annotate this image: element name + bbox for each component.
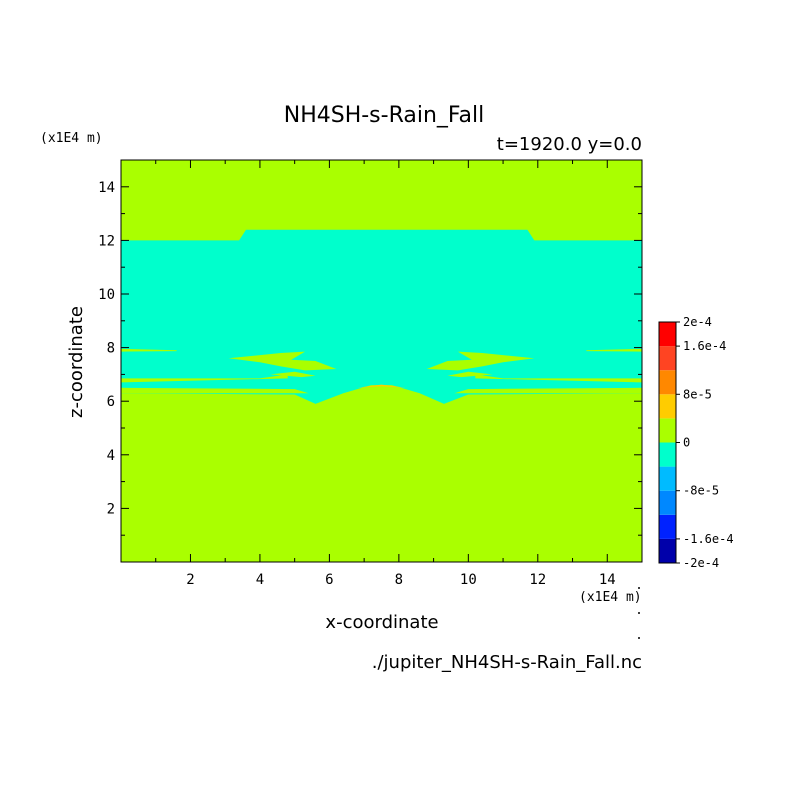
field-lower-band-right xyxy=(454,387,642,394)
y-tick-label: 2 xyxy=(107,501,115,517)
colorbar-segment xyxy=(659,322,676,347)
colorbar-label: -8e-5 xyxy=(683,484,719,498)
field-right-streak xyxy=(586,348,642,352)
chart-title: NH4SH-s-Rain_Fall xyxy=(284,103,485,128)
field-upper-negative-layer xyxy=(121,229,642,404)
colorbar-segment xyxy=(659,394,676,419)
field-positive-cap xyxy=(357,384,406,388)
x-tick-label: 10 xyxy=(460,572,477,588)
chart-subtitle: t=1920.0 y=0.0 xyxy=(497,134,642,155)
colorbar-segment xyxy=(659,370,676,395)
x-axis-label: x-coordinate xyxy=(325,612,438,633)
colorbar-label: -2e-4 xyxy=(683,556,719,570)
field-left-streak xyxy=(121,348,177,352)
colorbar-label: -1.6e-4 xyxy=(683,532,734,546)
marker-dot xyxy=(638,587,640,589)
x-tick-label: 4 xyxy=(256,572,264,588)
y-tick-label: 10 xyxy=(98,287,115,303)
colorbar-segment xyxy=(659,346,676,371)
colorbar-segment xyxy=(659,466,676,491)
marker-dot xyxy=(638,612,640,614)
x-tick-label: 6 xyxy=(325,572,333,588)
colorbar-segment xyxy=(659,538,676,563)
field-left-patches xyxy=(228,351,337,371)
plot-area: 2 4 6 8 10 12 14 2 4 6 8 10 12 14 xyxy=(98,159,643,588)
colorbar-segment xyxy=(659,442,676,467)
colorbar-label: 1.6e-4 xyxy=(683,339,726,353)
colorbar-label: 0 xyxy=(683,436,690,450)
colorbar-segment xyxy=(659,418,676,443)
y-unit-label: (x1E4 m) xyxy=(40,131,103,146)
field-inner-band-upper-right xyxy=(475,374,642,383)
y-tick-label: 8 xyxy=(107,341,115,357)
x-unit-label: (x1E4 m) xyxy=(579,590,642,605)
x-tick-label: 14 xyxy=(599,572,616,588)
y-tick-label: 6 xyxy=(107,394,115,410)
x-tick-label: 2 xyxy=(186,572,194,588)
y-tick-label: 14 xyxy=(98,180,115,196)
colorbar-segment xyxy=(659,514,676,539)
x-tick-label: 12 xyxy=(529,572,546,588)
field-inner-band-upper xyxy=(121,374,288,383)
marker-dot xyxy=(638,637,640,639)
colorbar-segment xyxy=(659,490,676,515)
x-tick-label: 8 xyxy=(395,572,403,588)
y-axis-label: z-coordinate xyxy=(66,306,87,418)
y-tick-label: 12 xyxy=(98,233,115,249)
field-left-patches-2 xyxy=(270,371,316,378)
source-filename: ./jupiter_NH4SH-s-Rain_Fall.nc xyxy=(372,652,642,673)
colorbar: 2e-4 1.6e-4 8e-5 0 -8e-5 -1.6e-4 -2e-4 xyxy=(658,315,734,570)
colorbar-label: 2e-4 xyxy=(683,315,712,329)
y-tick-label: 4 xyxy=(107,448,115,464)
colorbar-label: 8e-5 xyxy=(683,387,712,401)
plot-frame xyxy=(120,159,643,563)
field-right-patches-2 xyxy=(447,371,493,378)
field-right-patches xyxy=(426,351,535,371)
field-lower-band-left xyxy=(121,387,309,394)
